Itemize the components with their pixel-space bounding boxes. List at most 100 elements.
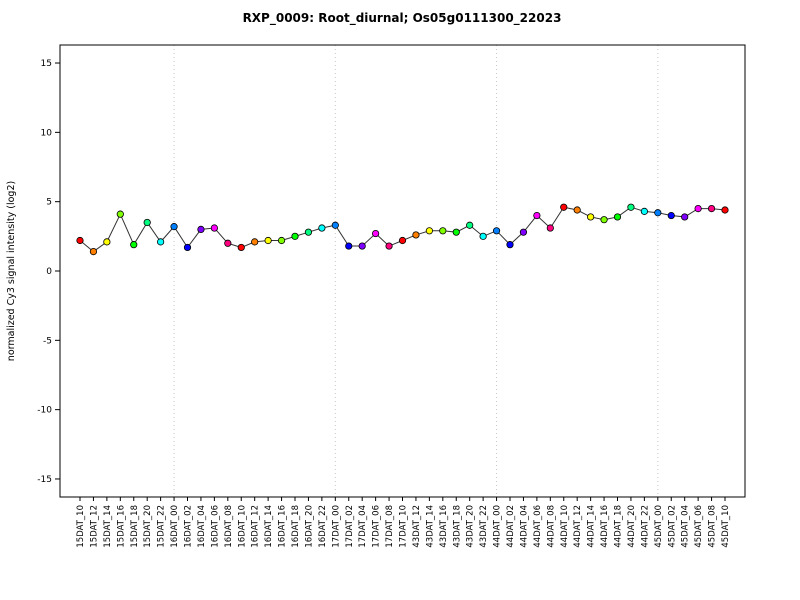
data-point bbox=[116, 210, 124, 218]
x-tick-label: 43DAT_16 bbox=[439, 505, 449, 548]
data-point bbox=[412, 231, 420, 239]
x-tick-label: 16DAT_08 bbox=[224, 505, 234, 548]
x-tick-label: 44DAT_06 bbox=[533, 505, 543, 548]
x-tick-label: 44DAT_12 bbox=[573, 505, 583, 548]
data-points-layer bbox=[76, 203, 729, 256]
x-tick-label: 16DAT_04 bbox=[197, 505, 207, 548]
x-tick-label: 45DAT_06 bbox=[694, 505, 704, 548]
data-point bbox=[466, 221, 474, 229]
data-point bbox=[667, 211, 675, 220]
x-tick-label: 15DAT_20 bbox=[143, 505, 153, 548]
x-tick-label: 43DAT_12 bbox=[412, 505, 422, 548]
x-tick-label: 16DAT_20 bbox=[304, 505, 314, 548]
x-tick-label: 44DAT_14 bbox=[587, 505, 597, 548]
x-tick-label: 43DAT_14 bbox=[425, 505, 435, 548]
data-point bbox=[89, 247, 98, 256]
data-point bbox=[627, 203, 635, 211]
data-point bbox=[546, 224, 554, 232]
data-point bbox=[345, 242, 353, 250]
data-point bbox=[613, 213, 622, 221]
y-axis: -15 -10 -5 0 5 10 15 bbox=[37, 59, 60, 485]
x-tick-label: 15DAT_12 bbox=[89, 505, 99, 548]
x-tick-label: 15DAT_14 bbox=[103, 505, 113, 548]
x-tick-label: 44DAT_00 bbox=[493, 505, 503, 548]
data-point bbox=[506, 241, 514, 249]
data-point bbox=[76, 236, 84, 245]
data-point bbox=[587, 213, 595, 221]
x-axis: 15DAT_10 15DAT_12 15DAT_14 15DAT_16 15DAT_18… bbox=[76, 497, 731, 548]
x-tick-label: 45DAT_02 bbox=[667, 505, 677, 548]
data-point bbox=[533, 211, 541, 220]
x-tick-label: 17DAT_04 bbox=[358, 505, 368, 548]
x-tick-label: 44DAT_18 bbox=[614, 505, 624, 548]
x-tick-label: 15DAT_22 bbox=[157, 505, 167, 548]
x-tick-label: 43DAT_18 bbox=[452, 505, 462, 548]
data-point bbox=[654, 209, 662, 217]
data-point bbox=[372, 229, 380, 238]
x-tick-label: 44DAT_04 bbox=[519, 505, 529, 548]
x-tick-label: 43DAT_20 bbox=[466, 505, 476, 548]
x-tick-label: 16DAT_14 bbox=[264, 505, 274, 548]
data-point bbox=[573, 206, 581, 214]
x-tick-label: 44DAT_16 bbox=[600, 505, 610, 548]
y-tick-label: 15 bbox=[41, 59, 52, 69]
data-point bbox=[492, 227, 501, 235]
gridline-layer bbox=[173, 45, 659, 497]
x-tick-label: 17DAT_02 bbox=[345, 505, 355, 548]
x-tick-label: 17DAT_06 bbox=[372, 505, 382, 548]
y-tick-label: -10 bbox=[37, 406, 52, 416]
x-tick-label: 15DAT_18 bbox=[130, 505, 140, 548]
data-point bbox=[318, 224, 326, 232]
x-tick-label: 16DAT_18 bbox=[291, 505, 301, 548]
data-point bbox=[358, 242, 366, 250]
data-point bbox=[197, 225, 205, 234]
x-tick-label: 45DAT_00 bbox=[654, 505, 664, 548]
data-point bbox=[560, 203, 568, 211]
x-tick-label: 45DAT_08 bbox=[708, 505, 718, 548]
x-tick-label: 43DAT_22 bbox=[479, 505, 489, 548]
data-point bbox=[224, 239, 232, 247]
x-tick-label: 16DAT_12 bbox=[251, 505, 261, 548]
x-tick-label: 16DAT_02 bbox=[184, 505, 194, 548]
x-tick-label: 16DAT_16 bbox=[278, 505, 288, 548]
x-tick-label: 45DAT_04 bbox=[681, 505, 691, 548]
x-tick-label: 15DAT_16 bbox=[116, 505, 126, 548]
x-tick-label: 44DAT_10 bbox=[560, 505, 570, 548]
x-tick-label: 15DAT_10 bbox=[76, 505, 86, 548]
y-tick-label: 5 bbox=[46, 198, 52, 208]
data-point bbox=[291, 232, 299, 240]
data-point bbox=[170, 223, 178, 231]
data-point bbox=[707, 205, 716, 213]
data-point bbox=[439, 227, 447, 235]
data-point bbox=[452, 228, 460, 236]
y-tick-label: 0 bbox=[46, 267, 52, 277]
x-tick-label: 16DAT_06 bbox=[210, 505, 220, 548]
y-tick-label: -15 bbox=[37, 475, 52, 485]
x-tick-label: 17DAT_08 bbox=[385, 505, 395, 548]
x-tick-label: 16DAT_10 bbox=[237, 505, 247, 548]
chart-title: RXP_0009: Root_diurnal; Os05g0111300_220… bbox=[243, 11, 562, 26]
data-point bbox=[157, 238, 165, 246]
data-point bbox=[143, 218, 151, 227]
x-tick-label: 17DAT_10 bbox=[399, 505, 409, 548]
x-tick-label: 44DAT_22 bbox=[640, 505, 650, 548]
data-point bbox=[251, 238, 259, 246]
data-point bbox=[398, 236, 407, 245]
x-tick-label: 44DAT_02 bbox=[506, 505, 516, 548]
x-tick-label: 44DAT_08 bbox=[546, 505, 556, 548]
y-axis-label: normalized Cy3 signal intensity (log2) bbox=[6, 181, 17, 361]
data-point bbox=[681, 213, 689, 221]
plot-border bbox=[59, 44, 746, 498]
data-point bbox=[237, 243, 245, 252]
x-tick-label: 16DAT_00 bbox=[170, 505, 180, 548]
data-point bbox=[479, 232, 487, 240]
data-point bbox=[304, 228, 313, 236]
data-point bbox=[640, 207, 648, 215]
y-tick-label: 10 bbox=[41, 128, 53, 138]
data-point bbox=[331, 221, 339, 229]
data-point bbox=[600, 216, 608, 224]
data-point bbox=[183, 243, 192, 252]
data-point bbox=[264, 236, 272, 245]
